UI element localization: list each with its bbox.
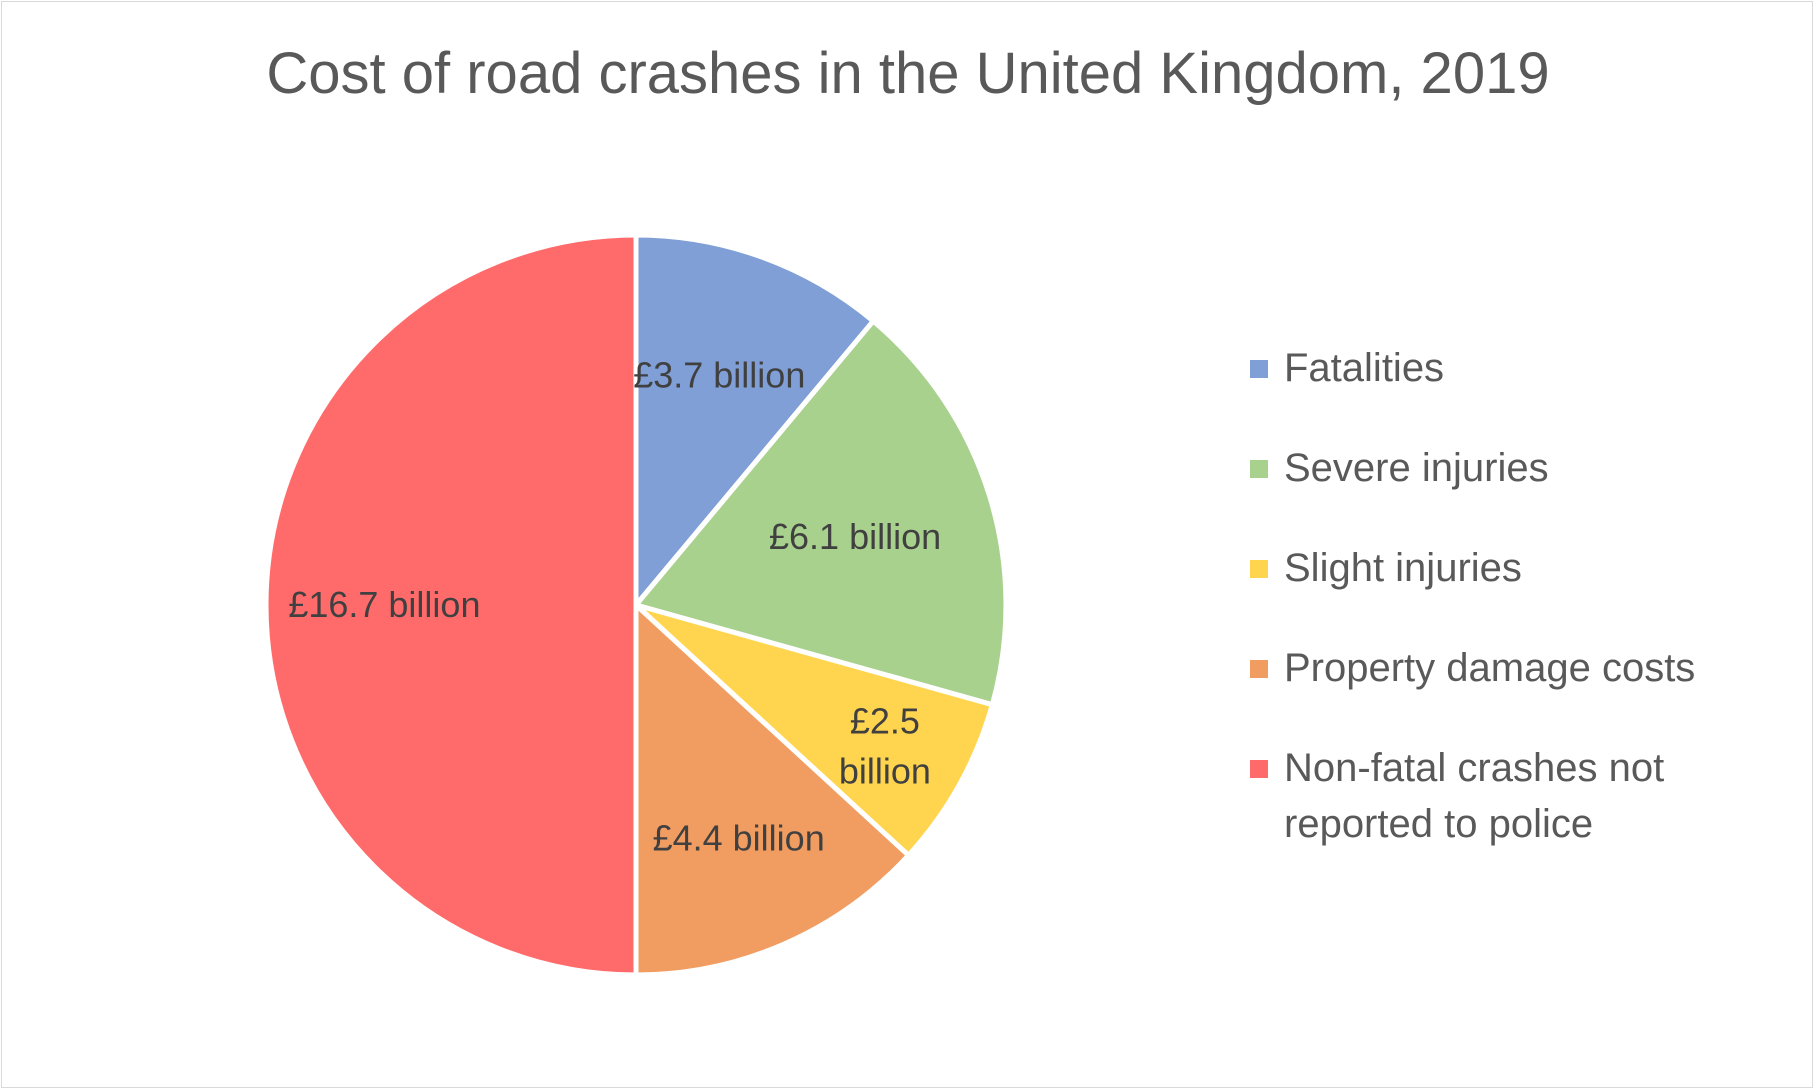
pie-slice-fatalities: [633, 232, 876, 608]
pie-slice-slight-injuries: [633, 602, 995, 858]
data-label-fatalities: £3.7 billion: [633, 354, 805, 395]
data-label-severe-injuries: £6.1 billion: [769, 516, 941, 557]
pie-slice-severe-injuries: [633, 318, 1009, 708]
legend-swatch-severe-injuries: [1250, 460, 1268, 478]
pie-data-labels: £3.7 billion £6.1 billion £2.5 billion £4.4 …: [288, 354, 941, 858]
legend-label-slight-injuries: Slight injuries: [1284, 546, 1522, 590]
chart-title: Cost of road crashes in the United Kingd…: [266, 41, 1550, 106]
legend-item-property-damage: Property damage costs: [1250, 640, 1810, 740]
legend-label-severe-injuries: Severe injuries: [1284, 446, 1549, 490]
legend-item-slight-injuries: Slight injuries: [1250, 540, 1810, 640]
legend-item-severe-injuries: Severe injuries: [1250, 440, 1810, 540]
pie-slices: [263, 232, 1009, 978]
legend-swatch-non-fatal-unreported: [1250, 760, 1268, 778]
legend-swatch-fatalities: [1250, 360, 1268, 378]
pie-slice-non-fatal-crashes-not-reported-to-police: [263, 232, 639, 978]
legend-item-non-fatal-unreported: Non-fatal crashes not reported to police: [1250, 740, 1810, 846]
data-label-slight-injuries: £2.5 billion: [839, 701, 931, 792]
legend-label-fatalities: Fatalities: [1284, 346, 1445, 390]
legend-label-property-damage: Property damage costs: [1284, 646, 1696, 690]
data-label-property-damage-costs: £4.4 billion: [653, 818, 825, 859]
legend-item-fatalities: Fatalities: [1250, 340, 1810, 440]
legend-swatch-slight-injuries: [1250, 560, 1268, 578]
legend: Fatalities Severe injuries Slight injuri…: [1250, 340, 1810, 846]
data-label-non-fatal-crashes-not-reported-to-police: £16.7 billion: [288, 584, 480, 625]
legend-swatch-property-damage: [1250, 660, 1268, 678]
pie-slice-property-damage-costs: [633, 602, 911, 978]
legend-label-non-fatal-unreported: Non-fatal crashes not reported to police: [1284, 746, 1665, 846]
